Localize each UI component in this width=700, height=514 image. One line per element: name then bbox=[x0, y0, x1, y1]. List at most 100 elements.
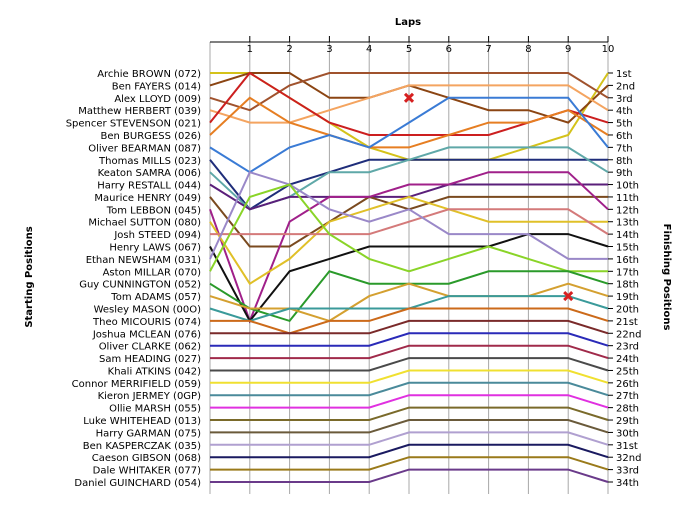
series-line bbox=[210, 456, 609, 471]
lap-number-label: 3 bbox=[326, 44, 332, 55]
driver-label: Tom ADAMS (057) bbox=[110, 292, 201, 303]
lap-number-label: 5 bbox=[406, 44, 412, 55]
driver-label: Guy CUNNINGTON (052) bbox=[79, 280, 201, 291]
series-line bbox=[209, 84, 609, 124]
finish-position-label: 5th bbox=[616, 119, 633, 130]
driver-label: Harry GARMAN (075) bbox=[96, 428, 201, 439]
series-line bbox=[210, 307, 609, 335]
finish-position-label: 14th bbox=[616, 230, 639, 241]
series-line bbox=[209, 96, 609, 174]
driver-label: Aston MILLAR (070) bbox=[103, 267, 202, 278]
lap-tick-labels: 1 2 3 4 5 6 7 8 9 10 bbox=[247, 44, 615, 55]
series-lines bbox=[209, 71, 609, 483]
lap-number-label: 1 bbox=[247, 44, 253, 55]
series-line bbox=[210, 357, 609, 372]
driver-label: Maurice HENRY (049) bbox=[94, 193, 201, 204]
finish-position-label: 33rd bbox=[616, 466, 639, 477]
finish-position-label: 4th bbox=[616, 106, 633, 117]
series-line bbox=[210, 468, 609, 483]
finish-position-label: 22nd bbox=[616, 329, 641, 340]
driver-label: Harry RESTALL (044) bbox=[97, 181, 201, 192]
finish-position-label: 3rd bbox=[616, 94, 633, 105]
finish-position-label: 21st bbox=[616, 317, 638, 328]
starting-position-labels: Archie BROWN (072)Ben FAYERS (014) Alex L… bbox=[66, 69, 201, 489]
driver-label: Ben FAYERS (014) bbox=[112, 81, 201, 92]
series-line bbox=[210, 419, 609, 434]
lap-number-label: 7 bbox=[485, 44, 491, 55]
series-line bbox=[210, 332, 609, 347]
driver-label: Luke WHITEHEAD (013) bbox=[83, 416, 201, 427]
driver-label: Kieron JERMEY (0GP) bbox=[98, 391, 202, 402]
series-line bbox=[209, 183, 608, 273]
finish-position-label: 17th bbox=[616, 267, 639, 278]
finish-position-label: 1st bbox=[616, 69, 632, 80]
series-line bbox=[210, 344, 609, 360]
series-line bbox=[209, 170, 608, 260]
driver-label: Ollie MARSH (055) bbox=[109, 404, 201, 415]
finish-position-label: 2nd bbox=[616, 81, 635, 92]
finish-position-label: 10th bbox=[616, 181, 639, 192]
driver-label: Oliver BEARMAN (087) bbox=[88, 143, 201, 154]
driver-label: Josh STEED (094) bbox=[113, 230, 201, 241]
finish-position-label: 13th bbox=[616, 218, 639, 229]
finish-position-label: 20th bbox=[616, 304, 639, 315]
lap-number-label: 6 bbox=[446, 44, 452, 55]
retired-marker bbox=[403, 92, 415, 103]
driver-label: Khali ATKINS (042) bbox=[108, 366, 201, 377]
driver-label: Joshua MCLEAN (076) bbox=[92, 329, 201, 340]
series-line bbox=[210, 369, 609, 384]
finish-position-label: 19th bbox=[616, 292, 639, 303]
driver-label: Ben BURGESS (026) bbox=[101, 131, 202, 142]
driver-label: Ethan NEWSHAM (031) bbox=[86, 255, 201, 266]
finish-position-label: 11th bbox=[616, 193, 639, 204]
driver-label: Wesley MASON (00O) bbox=[94, 304, 202, 315]
driver-label: Archie BROWN (072) bbox=[97, 69, 201, 80]
finish-position-label: 7th bbox=[616, 143, 633, 154]
finish-position-label: 18th bbox=[616, 280, 639, 291]
driver-label: Ben KASPERCZAK (035) bbox=[83, 441, 201, 452]
retired-marker bbox=[563, 291, 574, 302]
lap-number-label: 4 bbox=[366, 44, 372, 55]
series-line bbox=[209, 233, 609, 323]
series-line bbox=[210, 319, 609, 335]
series-line bbox=[210, 394, 609, 409]
finish-position-label: 31st bbox=[616, 441, 638, 452]
lap-number-label: 9 bbox=[565, 44, 571, 55]
driver-label: Henry LAWS (067) bbox=[109, 243, 201, 254]
series-line bbox=[210, 208, 609, 236]
driver-label: Michael SUTTON (080) bbox=[88, 218, 201, 229]
driver-label: Oliver CLARKE (062) bbox=[99, 342, 201, 353]
series-line bbox=[209, 72, 609, 112]
lap-number-label: 10 bbox=[602, 44, 615, 55]
series-line bbox=[209, 195, 608, 286]
finish-position-label: 16th bbox=[616, 255, 639, 266]
finish-position-label: 30th bbox=[616, 428, 639, 439]
finish-position-label: 34th bbox=[616, 478, 639, 489]
finish-position-label: 26th bbox=[616, 379, 639, 390]
finish-position-label: 25th bbox=[616, 366, 639, 377]
lap-number-label: 8 bbox=[525, 44, 531, 55]
retirement-markers bbox=[403, 92, 574, 302]
driver-label: Connor MERRIFIELD (059) bbox=[72, 379, 201, 390]
series-line bbox=[209, 96, 609, 149]
driver-label: Dale WHITAKER (077) bbox=[93, 466, 201, 477]
driver-label: Caeson GIBSON (068) bbox=[92, 453, 201, 464]
series-line bbox=[210, 443, 609, 459]
finish-position-label: 32nd bbox=[616, 453, 641, 464]
driver-label: Tom LEBBON (045) bbox=[106, 205, 201, 216]
driver-label: Alex LLOYD (009) bbox=[114, 94, 201, 105]
finish-position-label: 23rd bbox=[616, 342, 639, 353]
series-line bbox=[210, 381, 609, 397]
driver-label: Keaton SAMRA (006) bbox=[98, 168, 201, 179]
driver-label: Sam HEADING (027) bbox=[99, 354, 201, 365]
grid-lines bbox=[209, 36, 613, 494]
finish-position-label: 9th bbox=[616, 168, 633, 179]
driver-label: Theo MICOURIS (074) bbox=[92, 317, 201, 328]
finish-position-label: 28th bbox=[616, 404, 639, 415]
driver-label: Matthew HERBERT (039) bbox=[78, 106, 201, 117]
x-axis-title: Laps bbox=[395, 17, 421, 28]
finish-position-label: 6th bbox=[616, 131, 633, 142]
finish-position-label: 8th bbox=[616, 156, 633, 167]
series-line bbox=[209, 282, 609, 322]
